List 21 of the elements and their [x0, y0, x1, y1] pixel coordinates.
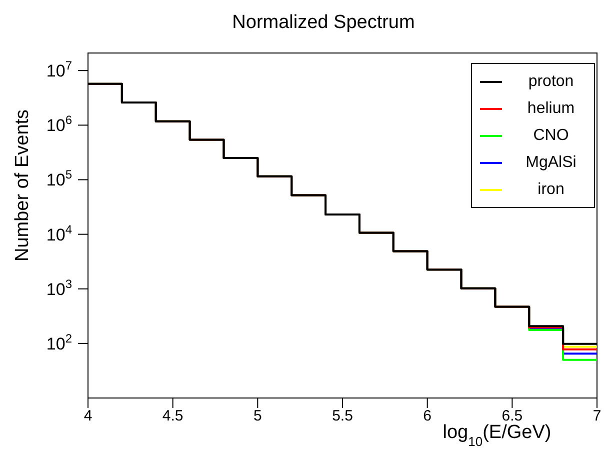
- y-tick-label: 10$^{4}$: [46, 222, 72, 244]
- chart-title: Normalized Spectrum: [232, 12, 415, 33]
- y-tick-label: 10$^{5}$: [46, 168, 72, 190]
- x-tick-label: 7: [592, 408, 602, 425]
- x-tick-label: 5.5: [332, 408, 353, 425]
- legend-label: iron: [536, 180, 566, 198]
- legend-label: proton: [527, 72, 575, 90]
- x-tick-label: 6.5: [502, 408, 523, 425]
- x-tick-label: 5: [253, 408, 262, 425]
- legend-label: MgAlSi: [524, 154, 578, 172]
- y-tick-label: 10$^{7}$: [46, 58, 72, 81]
- x-tick-label: 6: [423, 408, 432, 425]
- x-tick-label: 4: [84, 408, 92, 425]
- x-tick-label: 4.5: [162, 408, 184, 425]
- y-axis-title: Number of Events: [12, 109, 33, 262]
- legend-label: CNO: [532, 126, 570, 144]
- legend-label: helium: [526, 100, 576, 118]
- y-tick-label: 10$^{2}$: [46, 331, 72, 354]
- x-axis-title: log$_{10}$(E/GeV): [442, 422, 552, 448]
- y-tick-label: 10$^{6}$: [46, 113, 72, 136]
- y-tick-label: 10$^{3}$: [46, 276, 72, 299]
